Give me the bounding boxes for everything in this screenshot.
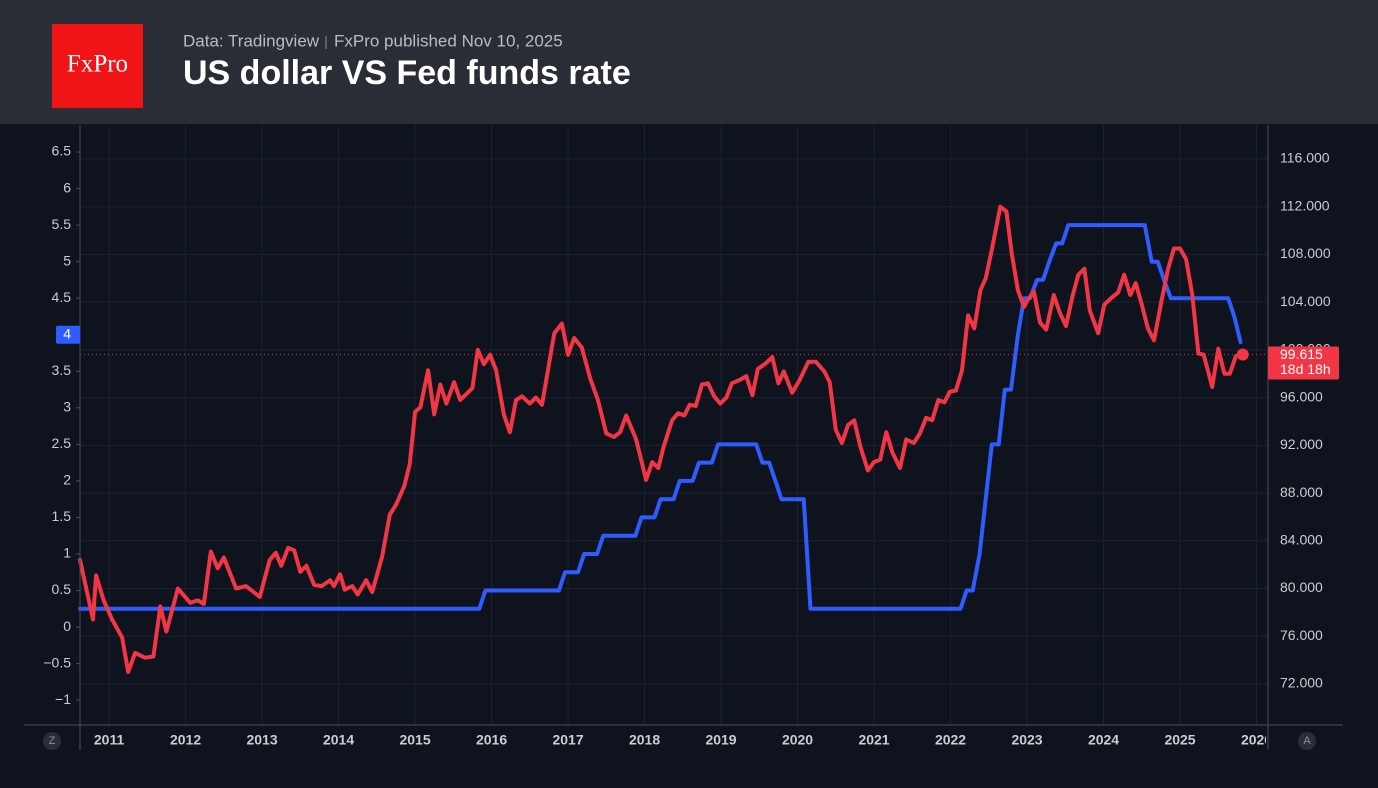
y-tick-label: 5.5 [52,216,72,232]
y2-tick-label: 116.000 [1280,150,1330,166]
y-tick-label: 5 [63,252,71,268]
last-value-box [1268,346,1339,380]
y2-tick-label: 92.000 [1280,436,1323,452]
y2-tick-label: 96.000 [1280,388,1323,404]
y-tick-label: 1.5 [52,508,72,524]
y2-tick-label: 84.000 [1280,531,1323,547]
x-tick-label: 2012 [170,732,201,748]
x-tick-label: 2019 [705,732,736,748]
y2-tick-label: 108.000 [1280,245,1331,261]
x-tick-label: 2017 [552,732,583,748]
y-tick-label: 2.5 [52,435,72,451]
x-tick-label: 2013 [246,732,277,748]
auto-button-label[interactable]: A [1303,735,1311,747]
y-tick-label: 3.5 [52,362,72,378]
published: FxPro published Nov 10, 2025 [334,31,563,50]
y-tick-label: 0 [63,618,71,634]
y-tick-label: 2 [63,472,71,488]
x-tick-label: 2015 [399,732,430,748]
auto-button[interactable] [1298,732,1316,750]
x-tick-label: 2014 [323,732,354,748]
last-value-label: 99.615 [1280,346,1323,362]
y2-tick-label: 104.000 [1280,293,1331,309]
series-layer [78,204,1268,674]
source: Data: Tradingview [183,31,320,50]
x-tick-label: 2022 [935,732,966,748]
y-tick-label: 3 [63,399,71,415]
labels: 2011 2012 2013 2014 2015 2016 2017 2018 2019 2020… [43,143,1339,748]
axes [24,125,1343,750]
series-line [78,223,1243,611]
y-tick-highlight [56,325,80,344]
header [0,0,1378,124]
chart-title: US dollar VS Fed funds rate [183,54,631,92]
last-point [1236,348,1249,361]
y-tick-label: 6.5 [52,143,72,159]
y-tick-label: 4 [63,325,71,341]
y2-tick-label: 76.000 [1280,627,1323,643]
series-line [78,204,1245,674]
y2-tick-label: 88.000 [1280,484,1323,500]
x-tick-labels: 2011 2012 2013 2014 2015 2016 2017 2018 2019 2020… [94,732,1272,748]
logo: FxPro [67,51,128,78]
x-tick-label: 2023 [1011,732,1042,748]
countdown-label: 18d 18h [1280,361,1331,377]
y-tick-label: −1 [55,691,71,707]
x-tick-label: 2016 [476,732,507,748]
x-tick-label: 2018 [629,732,660,748]
x-tick-label: 2021 [858,732,889,748]
y-tick-label: 6 [63,179,71,195]
logo-box [52,24,143,108]
y-tick-label: 1 [63,545,71,561]
x-tick-label: 2025 [1164,732,1195,748]
y2-tick-label: 72.000 [1280,675,1323,691]
y2-tick-label: 112.000 [1280,197,1330,213]
y-tick-label: −0.5 [43,654,71,670]
y-tick-label: 4.5 [52,289,72,305]
x-tick-label: 2026 [1241,732,1272,748]
scale-button-label[interactable]: Z [49,735,56,747]
x-tick-label: 2011 [94,732,125,748]
scale-button[interactable] [43,732,61,750]
x-tick-label: 2024 [1088,732,1119,748]
y2-tick-label: 80.000 [1280,579,1323,595]
x-tick-label: 2020 [782,732,813,748]
y-tick-label: 0.5 [52,581,72,597]
